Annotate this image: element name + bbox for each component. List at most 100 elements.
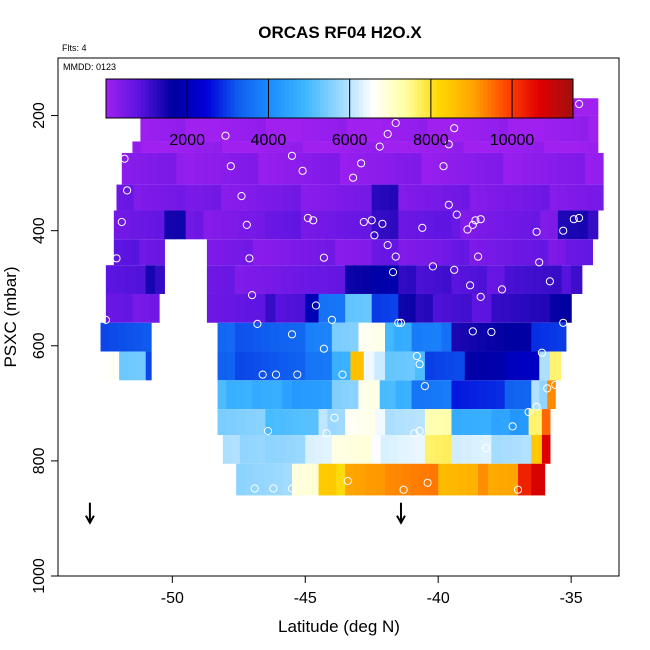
heatmap-cell: [424, 434, 435, 464]
heatmap-cell: [275, 293, 286, 323]
heatmap-cell: [574, 239, 585, 266]
colorbar-tick-label: 4000: [251, 132, 287, 149]
data-point: [359, 217, 368, 227]
heatmap-cell: [212, 210, 222, 240]
heatmap-cell: [261, 351, 271, 381]
data-point: [357, 159, 366, 168]
heatmap-cell: [433, 184, 444, 211]
heatmap-cell: [471, 409, 483, 435]
heatmap-cell: [558, 184, 569, 211]
data-point: [452, 210, 461, 219]
heatmap-cell: [431, 322, 443, 352]
heatmap-cell: [531, 210, 541, 240]
heatmap-cell: [458, 463, 469, 496]
heatmap-cell: [445, 115, 455, 142]
heatmap-cell: [565, 239, 576, 266]
colorbar-segment: [355, 79, 360, 118]
heatmap-cell: [225, 239, 235, 266]
colorbar-tick-label: 2000: [169, 132, 205, 149]
colorbar-segment: [467, 79, 473, 118]
heatmap-cell: [464, 351, 476, 381]
x-tick-label: -40: [427, 590, 450, 607]
heatmap-cell: [331, 322, 342, 352]
heatmap-cell: [155, 210, 165, 240]
heatmap-cell: [305, 351, 315, 381]
heatmap-cell: [504, 322, 515, 352]
data-point: [543, 384, 552, 393]
data-point: [349, 426, 358, 436]
data-point: [428, 262, 437, 271]
heatmap-cell: [530, 152, 541, 185]
heatmap-cell: [504, 210, 515, 240]
colorbar-segment: [444, 79, 449, 118]
colorbar-segment: [339, 79, 344, 118]
heatmap-cell: [212, 184, 222, 211]
heatmap-cell: [451, 239, 461, 266]
heatmap-cell: [429, 463, 439, 496]
heatmap-cell: [217, 322, 227, 352]
heatmap-cell: [460, 184, 471, 211]
heatmap-cell: [283, 210, 293, 240]
colorbar-segment: [409, 79, 414, 118]
colorbar-segment: [436, 79, 442, 118]
heatmap-cell: [548, 210, 559, 240]
heatmap-cell: [176, 184, 187, 211]
heatmap-cell: [229, 184, 240, 211]
colorbar-segment: [144, 79, 150, 118]
heatmap-cell: [282, 463, 293, 496]
heatmap-cell: [350, 351, 365, 381]
heatmap-cell: [252, 239, 263, 266]
data-point: [537, 348, 547, 357]
heatmap-cell: [362, 293, 373, 323]
heatmap-cell: [442, 184, 453, 211]
colorbar-segment: [569, 79, 574, 118]
heatmap-cell: [270, 322, 280, 352]
heatmap-cell: [505, 184, 515, 211]
colorbar-segment: [506, 79, 512, 118]
heatmap-cell: [406, 293, 417, 323]
heatmap-cell: [380, 293, 391, 323]
colorbar-segment: [452, 79, 457, 118]
heatmap-cell: [389, 265, 399, 294]
heatmap-cell: [229, 210, 240, 240]
heatmap-cell: [291, 210, 302, 240]
heatmap-cell: [371, 434, 382, 464]
heatmap-cell: [451, 184, 462, 211]
heatmap-cell: [230, 115, 240, 142]
colorbar-segment: [179, 79, 185, 118]
data-point: [101, 315, 111, 324]
colorbar-segment: [137, 79, 142, 118]
heatmap-cell: [264, 463, 274, 496]
heatmap-cell: [227, 409, 238, 435]
heatmap-cell: [311, 141, 321, 153]
heatmap-cell: [301, 380, 313, 410]
heatmap-cell: [522, 380, 532, 410]
data-point: [343, 476, 352, 486]
data-point: [263, 426, 273, 436]
data-point: [412, 352, 421, 361]
heatmap-cell: [203, 152, 214, 185]
heatmap-cell: [226, 293, 237, 323]
heatmap-cell: [203, 115, 213, 142]
heatmap-cell: [331, 351, 342, 381]
data-point: [444, 200, 453, 209]
heatmap-cell: [141, 141, 151, 153]
colorbar-segment: [393, 79, 399, 118]
heatmap-cell: [278, 322, 289, 352]
heatmap-cell: [385, 152, 395, 185]
heatmap-cell: [302, 141, 312, 153]
arrows: [85, 502, 406, 525]
heatmap-cell: [310, 115, 321, 142]
heatmap-cell: [239, 141, 250, 153]
heatmap-cell: [122, 210, 132, 240]
y-tick-label: 1000: [31, 558, 48, 594]
colorbar-segment: [164, 79, 169, 118]
heatmap-cell: [226, 351, 236, 381]
heatmap-cell: [416, 265, 426, 294]
heatmap-cell: [548, 322, 558, 352]
heatmap-cell: [398, 239, 408, 266]
heatmap-cell: [158, 152, 168, 185]
heatmap-cell: [236, 293, 247, 323]
heatmap-cell: [327, 210, 337, 240]
heatmap-cell: [560, 293, 572, 323]
